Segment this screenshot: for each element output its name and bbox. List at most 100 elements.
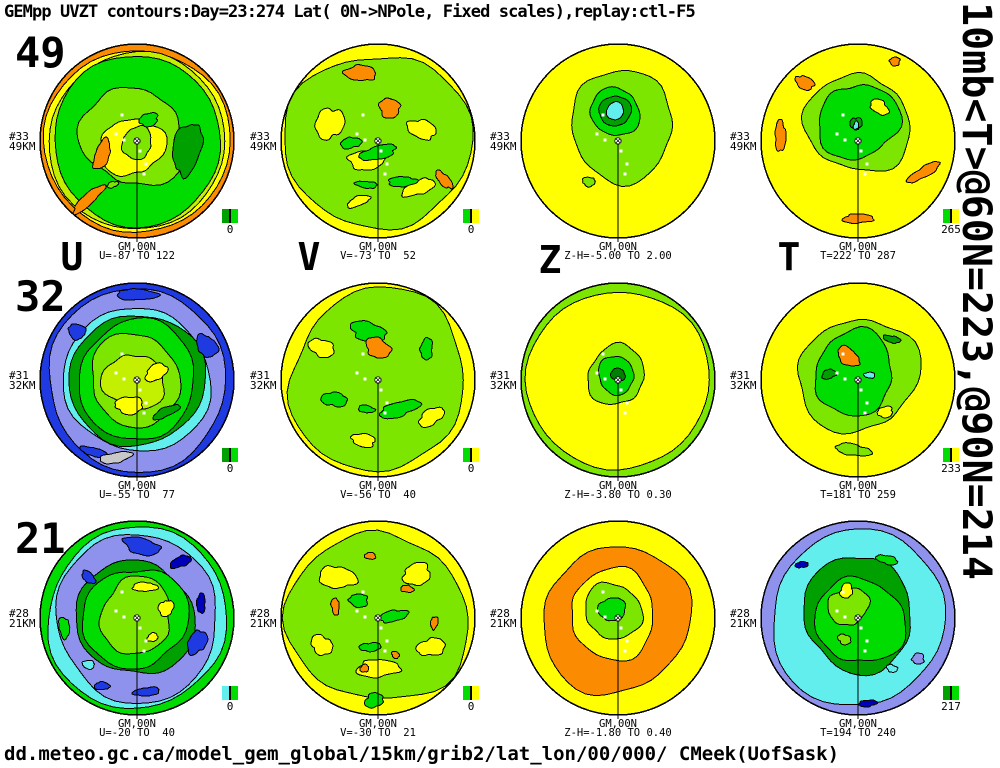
plot-caption-u21: GM,00N U=-20 TO 40 [27,718,247,739]
field-id-label-t49: #33 49KM [730,130,757,153]
grid-label: GM,00N [599,241,637,253]
contour-map-v21 [280,520,476,719]
field-id-label-t21: #28 21KM [730,607,757,629]
field-number: #31 [730,369,750,382]
row-altitude-label-32: 32 [15,272,66,321]
legend-swatch-right [231,209,238,223]
legend-value-u21: 0 [226,700,234,713]
field-id-label-u21: #28 21KM [9,608,36,629]
legend-swatch-right [952,686,959,700]
legend-u32 [222,448,238,462]
grid-label: GM,00N [839,480,877,492]
grid-label: GM,00N [599,480,637,492]
legend-t32 [943,448,959,462]
plot-caption-v32: GM,00N V=-56 TO 40 [268,481,488,501]
field-id-label-u49: #33 49KM [9,130,36,152]
contour-map-u21 [39,520,235,719]
legend-swatch-right [231,686,238,700]
contour-map-t32 [760,282,956,481]
legend-swatch-left [222,686,229,700]
legend-v21 [463,686,479,700]
range-label: U=-55 TO 77 [99,489,175,501]
grid-label: GM,00N [118,480,156,492]
legend-v49 [463,209,479,223]
field-altitude: 49KM [730,140,757,153]
field-number: #28 [250,607,270,620]
range-label: Z-H=-1.80 TO 0.40 [564,727,672,739]
range-label: U=-87 TO 122 [99,250,175,262]
legend-swatch-left [222,448,229,462]
legend-swatch-right [231,448,238,462]
legend-divider [470,448,472,462]
legend-swatch-left [463,686,470,700]
row-altitude-label-21: 21 [15,514,66,563]
field-number: #31 [490,369,510,382]
field-id-label-t32: #31 32KM [730,369,757,391]
plot-caption-t21: GM,00N T=194 TO 240 [748,718,968,739]
grid-label: GM,00N [839,718,877,730]
title-bar-text: GEMpp UVZT contours:Day=23:274 Lat( 0N->… [4,2,696,22]
field-number: #33 [730,130,750,143]
legend-swatch-left [463,448,470,462]
field-id-label-z32: #31 32KM [490,369,517,392]
field-altitude: 32KM [490,379,517,392]
plot-caption-t49: GM,00N T=222 TO 287 [748,241,968,262]
field-number: #28 [730,607,750,620]
field-number: #28 [490,607,510,620]
legend-swatch-right [472,448,479,462]
legend-swatch-right [952,448,959,462]
legend-divider [229,448,231,462]
contour-map-z21 [520,520,716,719]
legend-value-v32: 0 [467,462,475,475]
legend-v32 [463,448,479,462]
legend-u49 [222,209,238,223]
grid-label: GM,00N [118,718,156,730]
contour-map-u32 [39,282,235,481]
legend-swatch-left [943,686,950,700]
field-id-label-z49: #33 49KM [490,131,517,153]
field-id-label-v32: #31 32KM [250,369,277,391]
field-number: #31 [9,369,29,382]
column-variable-label-V: V [297,235,321,279]
legend-swatch-left [943,448,950,462]
legend-value-u32: 0 [226,462,234,475]
plot-caption-u32: GM,00N U=-55 TO 77 [27,480,247,501]
row-altitude-label-49: 49 [15,28,66,77]
legend-swatch-right [472,686,479,700]
plot-caption-v49: GM,00N V=-73 TO 52 [268,242,488,262]
plot-caption-z49: GM,00N Z-H=-5.00 TO 2.00 [508,241,728,262]
legend-value-t32: 233 [941,462,961,475]
field-number: #31 [250,369,270,382]
grid-label: GM,00N [599,718,637,730]
legend-t21 [943,686,959,700]
legend-swatch-left [943,209,950,223]
field-id-label-v21: #28 21KM [250,607,277,629]
range-label: V=-56 TO 40 [340,489,416,501]
legend-divider [229,209,231,223]
field-altitude: 49KM [490,140,517,153]
field-id-label-v49: #33 49KM [250,130,277,153]
range-label: T=194 TO 240 [820,727,896,739]
legend-divider [950,448,952,462]
plot-caption-z21: GM,00N Z-H=-1.80 TO 0.40 [508,718,728,739]
column-variable-label-U: U [60,235,84,279]
range-label: Z-H=-5.00 TO 2.00 [564,250,672,262]
legend-value-v49: 0 [467,223,475,236]
field-number: #33 [9,130,29,143]
legend-t49 [943,209,959,223]
legend-swatch-left [222,209,229,223]
contour-map-v49 [280,43,476,242]
range-label: U=-20 TO 40 [99,727,175,739]
field-number: #33 [250,130,270,143]
grid-label: GM,00N [839,241,877,253]
range-label: T=222 TO 287 [820,250,896,262]
legend-divider [470,209,472,223]
legend-swatch-right [472,209,479,223]
legend-value-t49: 265 [941,223,961,236]
field-altitude: 49KM [250,140,277,153]
legend-u21 [222,686,238,700]
legend-divider [950,209,952,223]
legend-divider [470,686,472,700]
grid-label: GM,00N [118,241,156,253]
